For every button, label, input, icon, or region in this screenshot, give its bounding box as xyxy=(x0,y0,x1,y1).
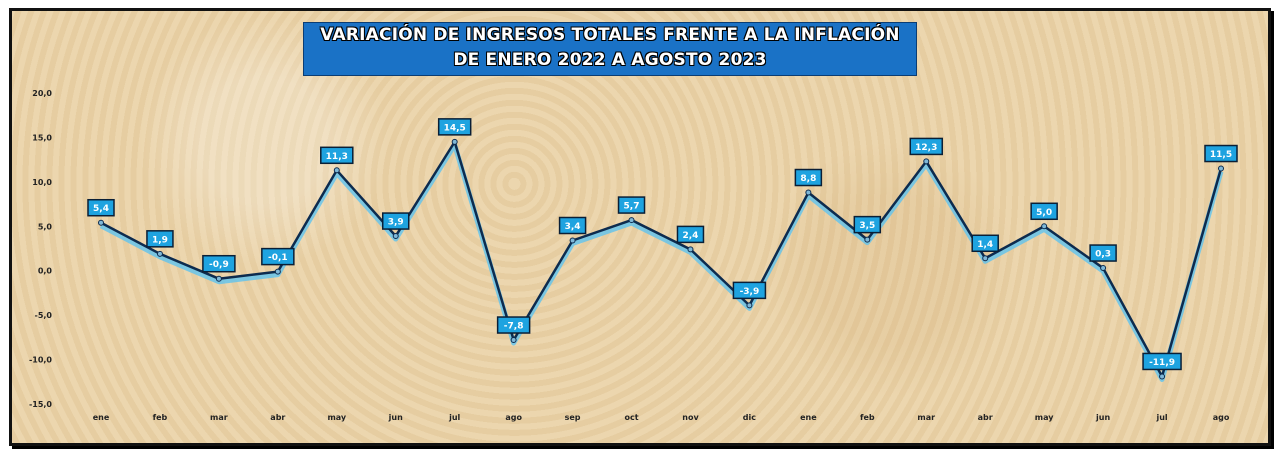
data-label-box xyxy=(1142,352,1182,371)
data-point xyxy=(1041,223,1048,230)
data-point xyxy=(746,302,753,309)
data-label: 5,0 xyxy=(1036,208,1052,218)
data-label-box xyxy=(202,254,236,273)
data-label-box xyxy=(1030,202,1058,221)
x-tick-label: nov xyxy=(682,413,699,422)
data-label-box xyxy=(1089,244,1117,262)
y-tick-label: -15,0 xyxy=(29,400,52,409)
x-tick-label: oct xyxy=(624,413,638,422)
x-tick-label: jul xyxy=(1155,413,1167,422)
y-tick-label: -5,0 xyxy=(35,311,53,320)
y-tick-label: 20,0 xyxy=(32,89,52,98)
data-point xyxy=(864,236,871,243)
data-label-box xyxy=(381,212,410,230)
data-label: 1,9 xyxy=(152,235,168,245)
data-label-box xyxy=(732,281,767,300)
data-label-box xyxy=(1204,144,1238,163)
y-tick-label: 10,0 xyxy=(32,178,52,187)
x-tick-label: may xyxy=(1035,413,1054,422)
data-point xyxy=(805,189,812,196)
data-point xyxy=(1100,265,1107,272)
data-point xyxy=(215,275,222,282)
data-point xyxy=(510,337,517,344)
data-label: 11,3 xyxy=(326,152,348,162)
y-tick-label: -10,0 xyxy=(29,356,52,365)
data-point xyxy=(982,255,989,262)
data-label-box xyxy=(853,215,882,234)
y-tick-label: 15,0 xyxy=(32,133,52,142)
data-point xyxy=(451,138,458,145)
data-point xyxy=(98,219,104,226)
x-tick-label: mar xyxy=(210,413,228,422)
x-tick-label: ago xyxy=(505,413,522,422)
data-label-box xyxy=(320,146,354,165)
x-tick-label: mar xyxy=(917,413,935,422)
x-tick-label: dic xyxy=(743,413,756,422)
data-label: 3,5 xyxy=(859,221,875,231)
title-line-1: VARIACIÓN DE INGRESOS TOTALES FRENTE A L… xyxy=(320,25,900,45)
x-tick-label: ago xyxy=(1213,413,1230,422)
data-label-box xyxy=(909,137,944,156)
data-point xyxy=(687,246,694,253)
x-tick-label: ene xyxy=(93,413,110,422)
x-tick-label: jun xyxy=(1095,413,1110,422)
data-label: 2,4 xyxy=(682,231,698,241)
data-label-box xyxy=(617,196,646,214)
data-label-box xyxy=(794,168,823,187)
data-label: -3,9 xyxy=(740,287,760,297)
data-label: 1,4 xyxy=(977,240,993,250)
data-point xyxy=(156,250,163,257)
chart-title: VARIACIÓN DE INGRESOS TOTALES FRENTE A L… xyxy=(303,22,917,76)
data-label-box xyxy=(261,247,295,266)
x-tick-label: ene xyxy=(800,413,817,422)
x-tick-label: abr xyxy=(270,413,285,422)
data-label: 5,4 xyxy=(93,204,109,214)
data-label: 5,7 xyxy=(624,202,640,212)
data-point xyxy=(1218,165,1224,172)
data-label-box xyxy=(87,198,115,217)
x-tick-label: jul xyxy=(448,413,460,422)
data-label: -11,9 xyxy=(1149,358,1175,368)
y-tick-label: 5,0 xyxy=(38,222,53,231)
x-tick-label: abr xyxy=(978,413,993,422)
data-label: 11,5 xyxy=(1210,150,1232,160)
data-label-box xyxy=(971,234,999,253)
data-label-box xyxy=(676,225,705,244)
data-point xyxy=(333,167,340,174)
x-tick-label: jun xyxy=(388,413,403,422)
data-label-box xyxy=(496,316,531,334)
data-label: 14,5 xyxy=(444,123,466,133)
data-point xyxy=(569,237,576,244)
data-point xyxy=(274,268,281,275)
data-label: 0,3 xyxy=(1095,250,1111,260)
data-label: -0,1 xyxy=(268,253,288,263)
data-point xyxy=(1159,373,1166,380)
y-tick-label: 0,0 xyxy=(38,267,53,276)
data-label: 3,9 xyxy=(388,218,404,228)
data-point xyxy=(628,217,635,224)
data-point xyxy=(923,158,930,165)
title-line-2: DE ENERO 2022 A AGOSTO 2023 xyxy=(453,50,767,70)
x-tick-label: sep xyxy=(565,413,581,422)
data-label: -7,8 xyxy=(504,322,524,332)
x-tick-label: feb xyxy=(153,413,168,422)
data-label-box xyxy=(437,118,472,136)
data-label-box xyxy=(558,216,587,235)
data-label: 12,3 xyxy=(915,143,937,153)
data-label: 3,4 xyxy=(565,222,581,232)
x-tick-label: may xyxy=(327,413,346,422)
data-point xyxy=(392,233,399,240)
data-label: 8,8 xyxy=(800,174,816,184)
data-label: -0,9 xyxy=(209,260,229,270)
x-tick-label: feb xyxy=(860,413,875,422)
data-label-box xyxy=(146,230,174,248)
